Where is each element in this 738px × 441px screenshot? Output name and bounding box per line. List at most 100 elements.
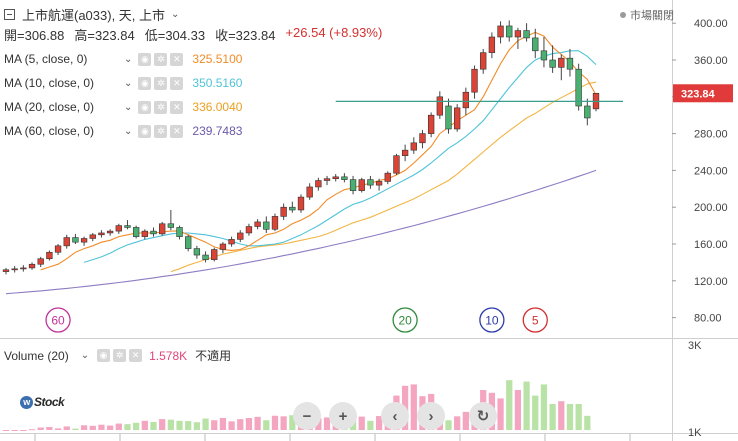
zoom-out-button[interactable]: − [293, 402, 321, 430]
candle-body [549, 59, 556, 68]
ma-marker[interactable] [479, 307, 505, 333]
candle-body [367, 179, 374, 186]
eye-icon[interactable]: ◉ [97, 349, 111, 362]
volume-bar [20, 430, 27, 431]
chevron-down-icon[interactable]: ⌄ [80, 350, 90, 361]
chevron-down-icon[interactable]: ⌄ [171, 9, 180, 20]
candle-body [46, 251, 53, 260]
last-price-label: 323.84 [681, 88, 716, 100]
eye-icon[interactable]: ◉ [138, 124, 152, 138]
ma-marker[interactable] [45, 307, 71, 333]
candle-body [72, 237, 79, 243]
volume-bar [289, 415, 296, 430]
candle-body [323, 178, 331, 181]
volume-bar [11, 430, 18, 431]
gear-icon[interactable]: ✲ [154, 124, 168, 138]
close-icon[interactable]: ✕ [170, 76, 184, 90]
close-icon[interactable]: ✕ [170, 124, 184, 138]
gear-icon[interactable]: ✲ [113, 349, 127, 362]
volume-bar [445, 420, 452, 430]
scroll-right-button[interactable]: › [417, 402, 445, 430]
candle-body [480, 52, 487, 70]
price-tick-label: 240.00 [694, 165, 728, 177]
volume-bar [558, 401, 565, 430]
volume-bar [211, 420, 218, 430]
candle-body [2, 269, 10, 272]
volume-bar [63, 426, 70, 430]
indicator-ma5[interactable]: MA (5, close, 0) ⌄ ◉ ✲ ✕ 325.5100 [4, 52, 242, 66]
chevron-down-icon[interactable]: ⌄ [124, 53, 133, 65]
close-icon[interactable]: ✕ [129, 349, 143, 362]
chevron-down-icon[interactable]: ⌄ [124, 125, 133, 137]
change-readout: +26.54 (+8.93%) [285, 25, 383, 40]
zoom-in-button[interactable]: + [329, 402, 357, 430]
gear-icon[interactable]: ✲ [154, 52, 168, 66]
candle-body [315, 180, 322, 188]
volume-bar [46, 426, 53, 430]
indicator-value: 325.5100 [192, 52, 243, 66]
candle-body [410, 142, 417, 151]
volume-bar [159, 419, 166, 430]
reset-button[interactable]: ↻ [469, 402, 497, 430]
ma-marker-label: 20 [398, 314, 412, 328]
candle-body [471, 68, 478, 93]
volume-bar [89, 425, 96, 430]
volume-indicator[interactable]: Volume (20) ⌄ ◉ ✲ ✕ 1.578K 不適用 [4, 347, 231, 364]
volume-bar [271, 415, 279, 430]
volume-bar [375, 416, 383, 430]
volume-bar [72, 428, 79, 430]
candle-body [106, 230, 114, 234]
close-icon[interactable]: ✕ [170, 52, 184, 66]
volume-bar [540, 384, 548, 430]
chevron-down-icon[interactable]: ⌄ [124, 77, 133, 89]
candle-body [202, 254, 209, 260]
candle-body [393, 155, 400, 174]
eye-icon[interactable]: ◉ [138, 52, 152, 66]
candle-body [237, 232, 244, 240]
volume-label: Volume (20) [4, 348, 69, 363]
candle-body [254, 221, 261, 227]
ma-marker[interactable] [522, 307, 548, 333]
candle-body [540, 50, 548, 61]
volume-bar [2, 430, 10, 431]
chevron-down-icon[interactable]: ⌄ [124, 101, 133, 113]
candle-body [167, 223, 175, 228]
candle-body [358, 179, 365, 191]
candle-body [341, 176, 348, 180]
candle-body [401, 149, 409, 156]
scroll-left-button[interactable]: ‹ [381, 402, 409, 430]
candle-body [219, 243, 227, 250]
candle-body [514, 30, 522, 38]
candle-body [349, 179, 357, 191]
volume-bar [532, 395, 539, 430]
volume-bar [133, 422, 140, 430]
indicator-value: 350.5160 [192, 76, 243, 90]
indicator-ma20[interactable]: MA (20, close, 0) ⌄ ◉ ✲ ✕ 336.0040 [4, 100, 242, 114]
volume-bar [566, 404, 574, 430]
gear-icon[interactable]: ✲ [154, 100, 168, 114]
candle-body [176, 227, 183, 237]
status-dot-icon [620, 12, 626, 18]
candle-body [54, 245, 62, 253]
close-readout: 收=323.84 [215, 28, 276, 43]
volume-bar [202, 418, 209, 430]
last-price-tag [673, 84, 733, 103]
volume-note: 不適用 [195, 349, 232, 363]
indicator-ma60[interactable]: MA (60, close, 0) ⌄ ◉ ✲ ✕ 239.7483 [4, 124, 242, 138]
volume-bar [98, 424, 105, 430]
ma-marker[interactable] [392, 307, 418, 333]
volume-bar [523, 381, 530, 430]
volume-bar [254, 416, 261, 430]
candle-body [306, 186, 313, 198]
eye-icon[interactable]: ◉ [138, 100, 152, 114]
eye-icon[interactable]: ◉ [138, 76, 152, 90]
candle-body [584, 105, 591, 119]
indicator-ma10[interactable]: MA (10, close, 0) ⌄ ◉ ✲ ✕ 350.5160 [4, 76, 242, 90]
collapse-icon[interactable] [4, 9, 15, 20]
candle-body [575, 68, 582, 107]
close-icon[interactable]: ✕ [170, 100, 184, 114]
gear-icon[interactable]: ✲ [154, 76, 168, 90]
volume-bar [28, 429, 36, 431]
indicator-label: MA (10, close, 0) [4, 76, 95, 90]
